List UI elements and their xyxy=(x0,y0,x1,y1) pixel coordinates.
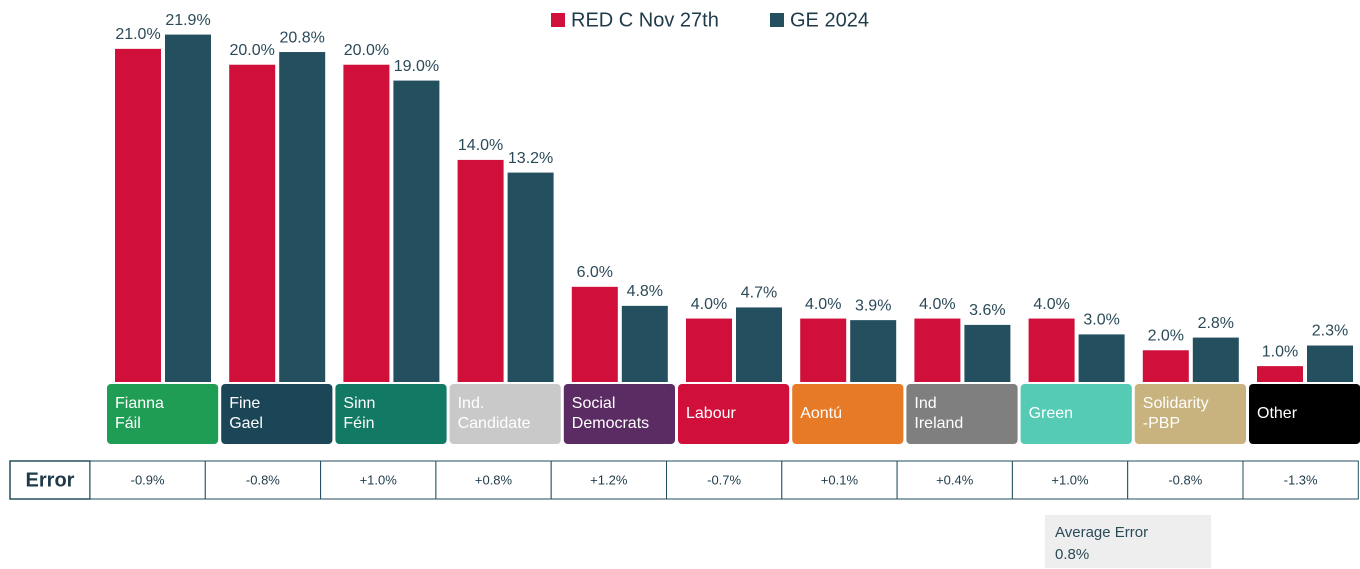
category-box xyxy=(1134,384,1246,444)
error-value: -0.8% xyxy=(1168,472,1202,487)
legend-swatch xyxy=(770,13,784,27)
data-label: 1.0% xyxy=(1262,343,1298,360)
data-label: 4.0% xyxy=(1033,296,1069,313)
bar xyxy=(850,320,897,382)
data-label: 4.0% xyxy=(805,296,841,313)
data-label: 21.9% xyxy=(165,12,210,29)
data-label: 13.2% xyxy=(508,150,553,167)
error-value: -0.8% xyxy=(246,472,280,487)
category-label: Solidarity -PBP xyxy=(1143,395,1209,432)
error-value: +1.2% xyxy=(590,472,628,487)
error-value: +1.0% xyxy=(1051,472,1089,487)
category-box xyxy=(792,384,904,444)
category-label: Green xyxy=(1029,405,1073,422)
error-value: -0.9% xyxy=(131,472,165,487)
data-label: 3.6% xyxy=(969,302,1005,319)
data-label: 3.0% xyxy=(1083,312,1119,329)
legend-swatch xyxy=(551,13,565,27)
error-value: +0.1% xyxy=(821,472,859,487)
error-cell xyxy=(781,460,898,500)
data-label: 20.0% xyxy=(230,42,275,59)
bar xyxy=(1307,345,1353,382)
bar xyxy=(279,52,326,382)
bar xyxy=(1192,337,1239,382)
data-label: 2.3% xyxy=(1312,323,1348,340)
error-header: Error xyxy=(26,469,75,491)
data-label: 2.8% xyxy=(1198,315,1234,332)
category-box xyxy=(906,384,1018,444)
data-label: 19.0% xyxy=(394,58,439,75)
data-label: 4.0% xyxy=(919,296,955,313)
bar xyxy=(1078,334,1125,382)
average-error-label: Average Error xyxy=(1055,524,1148,541)
data-label: 4.8% xyxy=(627,283,663,300)
bar xyxy=(457,159,504,382)
category-label: Aontú xyxy=(800,405,842,422)
category-box xyxy=(449,384,561,444)
data-label: 4.7% xyxy=(741,285,777,302)
category-box xyxy=(678,384,790,444)
bar xyxy=(621,305,668,382)
category-box xyxy=(1020,384,1132,444)
data-label: 6.0% xyxy=(577,264,613,281)
bar xyxy=(1142,350,1189,382)
data-label: 14.0% xyxy=(458,137,503,154)
bar xyxy=(1257,366,1303,382)
data-label: 3.9% xyxy=(855,297,891,314)
error-value: +0.8% xyxy=(475,472,513,487)
bar xyxy=(229,64,276,383)
category-label: Ind. Candidate xyxy=(458,395,531,432)
error-cell xyxy=(435,460,552,500)
bar xyxy=(393,80,440,382)
bar xyxy=(736,307,782,382)
bar xyxy=(800,318,847,382)
error-cell xyxy=(204,460,322,500)
data-label: 2.0% xyxy=(1148,327,1184,344)
data-label: 20.8% xyxy=(280,29,325,46)
bar xyxy=(914,318,961,382)
category-label: Other xyxy=(1257,405,1298,422)
error-cell xyxy=(320,460,437,500)
data-label: 20.0% xyxy=(344,42,389,59)
category-box xyxy=(335,384,447,444)
error-cell xyxy=(550,460,668,500)
category-label: Labour xyxy=(686,405,736,422)
category-label: Social Democrats xyxy=(572,395,649,432)
error-cell xyxy=(1242,460,1359,500)
category-label: Sinn Féin xyxy=(343,395,375,432)
average-error-value: 0.8% xyxy=(1055,546,1089,563)
category-label: Fianna Fáil xyxy=(115,395,164,432)
bar xyxy=(343,64,390,383)
category-label: Ind Ireland xyxy=(914,395,963,432)
bar xyxy=(964,324,1011,382)
bar xyxy=(571,286,618,382)
bar xyxy=(507,172,554,382)
data-label: 21.0% xyxy=(115,26,160,43)
error-value: +1.0% xyxy=(360,472,398,487)
bar xyxy=(165,34,211,382)
legend-label: RED C Nov 27th xyxy=(571,9,719,31)
error-value: -1.3% xyxy=(1284,472,1318,487)
category-box xyxy=(221,384,333,444)
category-label: Fine Gael xyxy=(229,395,263,432)
average-error-box xyxy=(1045,515,1211,568)
legend-label: GE 2024 xyxy=(790,9,869,31)
error-value: +0.4% xyxy=(936,472,974,487)
category-box xyxy=(107,384,219,444)
category-box xyxy=(563,384,675,444)
error-value: -0.7% xyxy=(707,472,741,487)
bar xyxy=(1028,318,1075,382)
category-box xyxy=(1249,384,1360,444)
bar xyxy=(115,48,161,382)
bar xyxy=(686,318,732,382)
error-cell xyxy=(666,460,783,500)
data-label: 4.0% xyxy=(691,296,727,313)
